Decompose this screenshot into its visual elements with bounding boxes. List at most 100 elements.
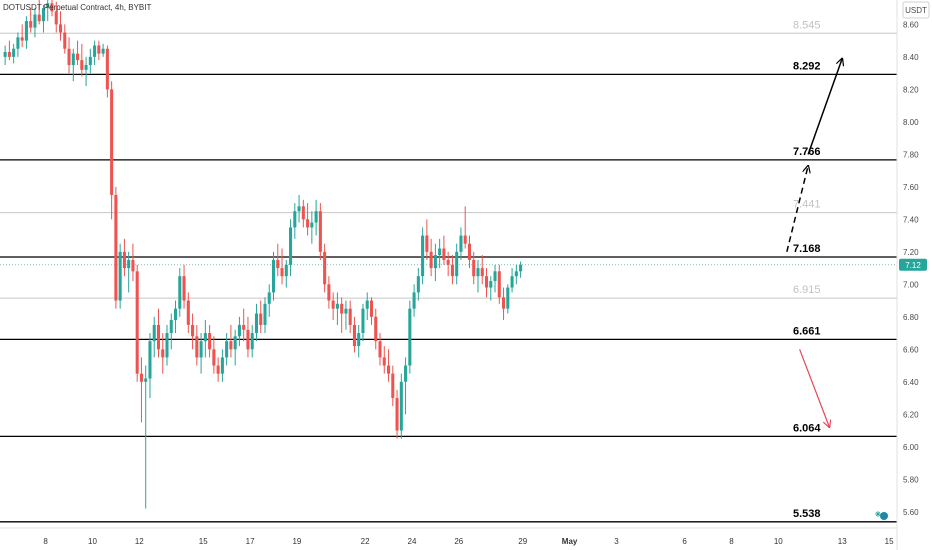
candle-5 — [24, 16, 28, 49]
candle-80 — [344, 300, 348, 330]
x-tick-label-5: 19 — [292, 537, 301, 546]
candle-114 — [489, 276, 493, 301]
candle-19 — [84, 56, 88, 87]
candle-103 — [442, 235, 446, 265]
level-label-2: 7.766 — [793, 146, 821, 158]
candle-75 — [323, 243, 327, 293]
candle-61 — [263, 297, 267, 334]
candle-86 — [369, 297, 374, 325]
candle-111 — [476, 259, 480, 293]
x-tick-label-1: 10 — [88, 537, 97, 546]
candle-34 — [148, 333, 152, 399]
current-price-label: 7.12 — [905, 261, 921, 270]
y-tick-label-7: 7.00 — [903, 280, 919, 289]
candle-83 — [357, 324, 361, 358]
candle-73 — [314, 199, 318, 236]
candle-84 — [361, 303, 365, 342]
candle-81 — [348, 300, 352, 334]
candle-13 — [58, 11, 63, 41]
candle-120 — [514, 264, 518, 285]
candle-74 — [318, 203, 322, 260]
candle-82 — [352, 316, 356, 353]
candle-90 — [387, 349, 391, 382]
candle-7 — [33, 8, 37, 38]
x-tick-label-13: 8 — [729, 537, 734, 546]
candle-46 — [199, 333, 203, 374]
level-label-1: 8.292 — [793, 60, 821, 72]
candle-33 — [144, 365, 148, 509]
candle-112 — [480, 255, 484, 285]
y-tick-label-13: 8.20 — [903, 85, 919, 94]
candle-52 — [225, 333, 229, 366]
candle-69 — [297, 194, 301, 223]
candle-10 — [46, 0, 50, 22]
y-tick-label-9: 7.40 — [903, 215, 919, 224]
candle-71 — [306, 203, 310, 236]
candle-42 — [182, 264, 186, 309]
candle-12 — [54, 1, 58, 33]
candle-28 — [122, 238, 126, 277]
arrow-bearish-target — [799, 349, 830, 427]
candle-14 — [63, 24, 67, 54]
candle-50 — [216, 357, 220, 382]
candle-64 — [276, 243, 280, 277]
candle-110 — [472, 251, 476, 285]
level-label-0: 8.545 — [793, 19, 821, 31]
level-label-4: 7.168 — [793, 243, 821, 255]
candle-101 — [433, 243, 437, 282]
candle-32 — [139, 357, 143, 423]
candle-3 — [16, 32, 20, 57]
candle-1 — [7, 40, 11, 61]
candle-21 — [93, 40, 97, 65]
candle-98 — [421, 227, 425, 285]
level-label-7: 6.064 — [793, 422, 821, 434]
x-tick-label-7: 24 — [408, 537, 417, 546]
candle-26 — [114, 186, 118, 309]
candle-79 — [340, 297, 344, 334]
candle-23 — [101, 43, 105, 57]
candle-24 — [105, 45, 109, 98]
x-tick-label-9: 29 — [518, 537, 527, 546]
candle-11 — [50, 0, 54, 17]
y-tick-label-10: 7.60 — [903, 183, 919, 192]
candle-47 — [203, 320, 207, 358]
candle-68 — [293, 203, 297, 239]
candle-4 — [20, 24, 24, 48]
candle-49 — [212, 336, 216, 374]
candle-40 — [174, 300, 178, 334]
candle-99 — [425, 219, 429, 260]
candle-93 — [399, 373, 403, 439]
candle-88 — [378, 333, 382, 366]
x-tick-label-14: 10 — [774, 537, 783, 546]
level-label-6: 6.661 — [793, 325, 821, 337]
candle-25 — [110, 81, 114, 220]
candle-38 — [165, 324, 169, 366]
candle-41 — [178, 268, 182, 317]
tradingview-logo-icon[interactable] — [875, 511, 888, 520]
x-tick-label-4: 17 — [246, 537, 255, 546]
candle-78 — [335, 292, 339, 325]
level-label-5: 6.915 — [793, 284, 821, 296]
candle-29 — [127, 251, 131, 293]
candle-95 — [408, 300, 412, 374]
x-tick-label-3: 15 — [199, 537, 208, 546]
candle-91 — [391, 365, 395, 407]
y-tick-label-14: 8.40 — [903, 53, 919, 62]
unit-box[interactable] — [902, 1, 930, 19]
candle-35 — [152, 316, 156, 358]
level-label-3: 7.441 — [793, 199, 821, 211]
candle-36 — [156, 308, 161, 358]
candle-96 — [412, 284, 416, 317]
y-tick-label-5: 6.60 — [903, 345, 919, 354]
candle-2 — [12, 43, 16, 64]
y-tick-label-8: 7.20 — [903, 248, 919, 257]
candle-109 — [467, 235, 471, 269]
candle-115 — [493, 264, 497, 293]
candle-113 — [484, 268, 489, 298]
unit-label: USDT — [905, 6, 927, 15]
candle-30 — [131, 243, 135, 282]
candle-66 — [284, 259, 288, 288]
current-price-badge: 7.12 — [899, 258, 927, 271]
candle-58 — [250, 324, 254, 358]
